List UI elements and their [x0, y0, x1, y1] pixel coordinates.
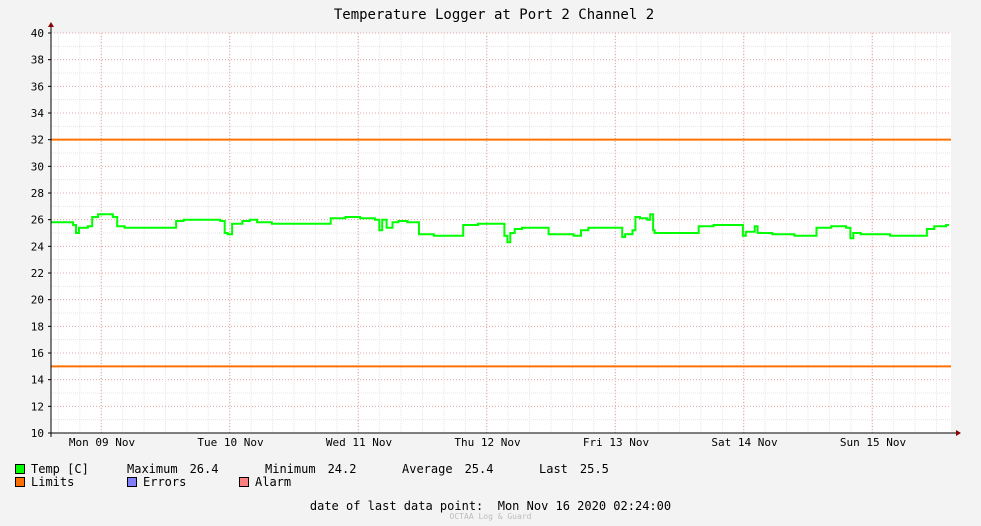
legend-alarm: Alarm: [239, 475, 291, 489]
x-tick-labels: Mon 09 Nov Tue 10 Nov Wed 11 Nov Thu 12 Nov…: [69, 436, 907, 449]
legend-temp-swatch: [15, 464, 25, 474]
x-tick-label: Wed 11 Nov: [326, 436, 393, 449]
stat-maximum-value: 26.4: [189, 462, 219, 476]
legend-limits: Limits: [15, 475, 127, 489]
y-tick-label: 24: [31, 240, 45, 253]
y-tick-label: 20: [31, 294, 44, 307]
y-tick-label: 16: [31, 347, 44, 360]
y-tick-labels: 40 38 36 34 32 30 28 26 24 22 20 18 16 14 12 10: [31, 27, 45, 440]
y-tick-label: 34: [31, 107, 45, 120]
legend-row-markers: Limits Errors Alarm: [15, 475, 291, 489]
legend-limits-swatch: [15, 477, 25, 487]
y-tick-label: 28: [31, 187, 44, 200]
stat-last-value: 25.5: [579, 462, 609, 476]
stat-maximum-label: Maximum: [127, 462, 178, 476]
series-layer: [51, 213, 949, 244]
legend-alarm-swatch: [239, 477, 249, 487]
legend-temp-label: Temp [C]: [31, 462, 89, 476]
legend-temp: Temp [C]: [15, 462, 127, 476]
temp-series-line: [51, 213, 949, 244]
stat-last: Last 25.5: [539, 462, 609, 476]
x-tick-label: Mon 09 Nov: [69, 436, 136, 449]
stat-average: Average 25.4: [402, 462, 539, 476]
limit-lines: [51, 138, 951, 368]
y-tick-label: 36: [31, 80, 44, 93]
last-data-point-date: date of last data point: Mon Nov 16 2020…: [309, 499, 672, 513]
x-tick-label: Tue 10 Nov: [197, 436, 264, 449]
y-tick-label: 18: [31, 320, 44, 333]
y-tick-label: 10: [31, 427, 44, 440]
stat-average-value: 25.4: [464, 462, 494, 476]
y-tick-label: 38: [31, 54, 44, 67]
legend-row-stats: Temp [C] Maximum 26.4 Minimum 24.2 Avera…: [15, 462, 609, 476]
stat-last-label: Last: [539, 462, 568, 476]
y-tick-label: 26: [31, 214, 44, 227]
x-tick-label: Sat 14 Nov: [711, 436, 778, 449]
legend-errors-swatch: [127, 477, 137, 487]
x-tick-label: Thu 12 Nov: [454, 436, 521, 449]
x-axis-arrow: [956, 430, 961, 436]
y-tick-label: 22: [31, 267, 44, 280]
stat-maximum: Maximum 26.4: [127, 462, 265, 476]
stat-minimum-value: 24.2: [327, 462, 357, 476]
axes: [48, 22, 961, 437]
x-tick-label: Sun 15 Nov: [840, 436, 907, 449]
legend-errors-label: Errors: [143, 475, 187, 489]
legend-errors: Errors: [127, 475, 239, 489]
stat-minimum-label: Minimum: [265, 462, 316, 476]
legend-alarm-label: Alarm: [255, 475, 292, 489]
legend-limits-label: Limits: [31, 475, 75, 489]
y-tick-label: 40: [31, 27, 44, 40]
y-axis-arrow: [48, 22, 54, 27]
x-tick-label: Fri 13 Nov: [583, 436, 650, 449]
y-tick-label: 14: [31, 374, 45, 387]
chart-title: Temperature Logger at Port 2 Channel 2: [334, 7, 654, 23]
y-tick-label: 12: [31, 400, 44, 413]
stat-minimum: Minimum 24.2: [265, 462, 402, 476]
y-tick-label: 30: [31, 160, 44, 173]
watermark: OCTAA Log & Guard: [449, 512, 532, 521]
y-tick-label: 32: [31, 134, 44, 147]
grid-lines: [51, 32, 951, 434]
stat-average-label: Average: [402, 462, 453, 476]
